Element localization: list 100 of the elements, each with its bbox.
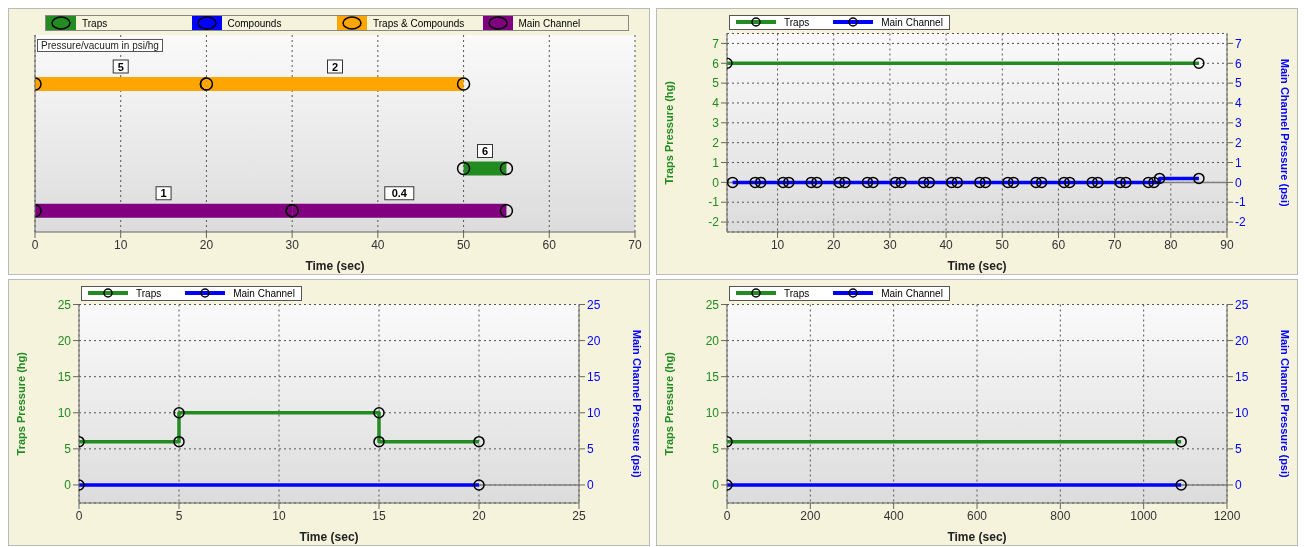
y2-axis-title: Main Channel Pressure (psi): [1279, 329, 1292, 479]
annotation: 6: [481, 145, 489, 157]
y-tick-label: -2: [708, 215, 720, 230]
legend-label: Main Channel: [881, 16, 943, 28]
y-tick-label: 0: [64, 478, 72, 493]
y2-tick-label: 0: [587, 478, 594, 493]
y2-tick-label: 25: [587, 297, 601, 312]
y2-tick-label: 0: [1235, 175, 1242, 190]
legend-label: Traps: [82, 17, 108, 29]
x-tick-label: 200: [800, 508, 821, 523]
y-tick-label: 2: [712, 135, 720, 150]
y-tick-label: 4: [712, 96, 720, 111]
y-tick-label: 20: [705, 333, 720, 348]
y2-tick-label: 10: [1235, 406, 1249, 421]
x-tick-label: 30: [285, 237, 300, 252]
x-tick-label: 20: [199, 237, 214, 252]
x-tick-label: 600: [966, 508, 988, 523]
annotation: 0.4: [391, 187, 408, 200]
x-tick-label: 1200: [1213, 508, 1241, 523]
legend-label: Main Channel: [233, 287, 295, 299]
annotation: 5: [117, 60, 124, 73]
x-tick-label: 20: [472, 508, 486, 523]
y2-tick-label: 20: [1235, 333, 1249, 348]
y-tick-label: 3: [712, 116, 720, 131]
x-tick-label: 1000: [1130, 508, 1158, 523]
y-axis-title: Traps Pressure (hg): [662, 351, 675, 456]
x-tick-label: 0: [723, 508, 731, 523]
legend-label: Traps: [784, 287, 810, 299]
x-tick-label: 70: [628, 237, 642, 252]
legend-label: Main Channel: [881, 287, 943, 299]
x-axis-title: Time (sec): [947, 530, 1007, 544]
x-tick-label: 90: [1220, 237, 1234, 252]
y2-tick-label: 7: [1235, 36, 1242, 51]
x-tick-label: 80: [1164, 237, 1178, 252]
annotation: 2: [331, 60, 339, 73]
y-tick-label: 15: [705, 369, 720, 384]
y-tick-label: -1: [708, 195, 720, 210]
y-axis-title: Traps Pressure (hg): [14, 351, 27, 456]
y2-tick-label: 2: [1235, 135, 1242, 150]
y2-axis-title: Main Channel Pressure (psi): [1279, 58, 1292, 208]
y2-tick-label: 5: [1235, 76, 1242, 91]
legend-label: Main Channel: [518, 17, 581, 29]
y-tick-label: 7: [712, 36, 720, 51]
y-tick-label: 10: [57, 406, 72, 421]
legend-label: Traps: [136, 287, 162, 299]
y2-tick-label: 15: [587, 369, 601, 384]
x-tick-label: 15: [372, 508, 386, 523]
y2-tick-label: 3: [1235, 116, 1242, 131]
x-tick-label: 50: [995, 237, 1010, 252]
x-tick-label: 40: [939, 237, 954, 252]
y-tick-label: 15: [57, 369, 72, 384]
y2-tick-label: 25: [1235, 297, 1249, 312]
x-tick-label: 5: [175, 508, 183, 523]
y2-tick-label: 15: [1235, 369, 1249, 384]
y-tick-label: 5: [712, 76, 720, 91]
y-tick-label: 0: [712, 478, 720, 493]
y2-tick-label: 1: [1235, 155, 1242, 170]
x-tick-label: 60: [1051, 237, 1066, 252]
y2-tick-label: 4: [1235, 96, 1242, 111]
x-axis-title: Time (sec): [299, 530, 359, 544]
x-tick-label: 60: [542, 237, 557, 252]
y-axis-title: Pressure/vacuum in psi/hg: [37, 39, 163, 52]
y2-tick-label: 10: [587, 406, 601, 421]
x-tick-label: 25: [572, 508, 586, 523]
legend-label: Traps: [784, 16, 810, 28]
annotation: 1: [160, 187, 167, 200]
y-tick-label: 1: [712, 155, 720, 170]
x-tick-label: 400: [883, 508, 904, 523]
x-tick-label: 20: [827, 237, 841, 252]
y-tick-label: 25: [57, 297, 72, 312]
y2-tick-label: 6: [1235, 56, 1242, 71]
x-tick-label: 800: [1050, 508, 1071, 523]
x-tick-label: 0: [75, 508, 83, 523]
y2-tick-label: -2: [1235, 215, 1246, 230]
x-tick-label: 10: [114, 237, 128, 252]
y-axis-title: Traps Pressure (hg): [662, 80, 675, 185]
y-tick-label: 0: [712, 175, 720, 190]
y2-tick-label: -1: [1235, 195, 1246, 210]
x-tick-label: 70: [1107, 237, 1122, 252]
y-tick-label: 10: [705, 406, 720, 421]
y-tick-label: 5: [64, 442, 72, 457]
x-axis-title: Time (sec): [305, 259, 365, 273]
x-tick-label: 40: [371, 237, 385, 252]
y2-axis-title: Main Channel Pressure (psi): [631, 329, 644, 479]
y2-tick-label: 5: [1235, 442, 1242, 457]
y2-tick-label: 20: [587, 333, 601, 348]
y-tick-label: 5: [712, 442, 720, 457]
legend-label: Traps & Compounds: [373, 17, 465, 29]
x-tick-label: 10: [770, 237, 785, 252]
y2-tick-label: 0: [1235, 478, 1242, 493]
x-tick-label: 10: [272, 508, 286, 523]
x-tick-label: 0: [31, 237, 39, 252]
legend-label: Compounds: [227, 17, 282, 29]
y-tick-label: 6: [712, 56, 720, 71]
x-axis-title: Time (sec): [947, 259, 1007, 273]
x-tick-label: 30: [883, 237, 897, 252]
y-tick-label: 25: [705, 297, 720, 312]
y-tick-label: 20: [57, 333, 72, 348]
y2-tick-label: 5: [587, 442, 594, 457]
x-tick-label: 50: [456, 237, 471, 252]
